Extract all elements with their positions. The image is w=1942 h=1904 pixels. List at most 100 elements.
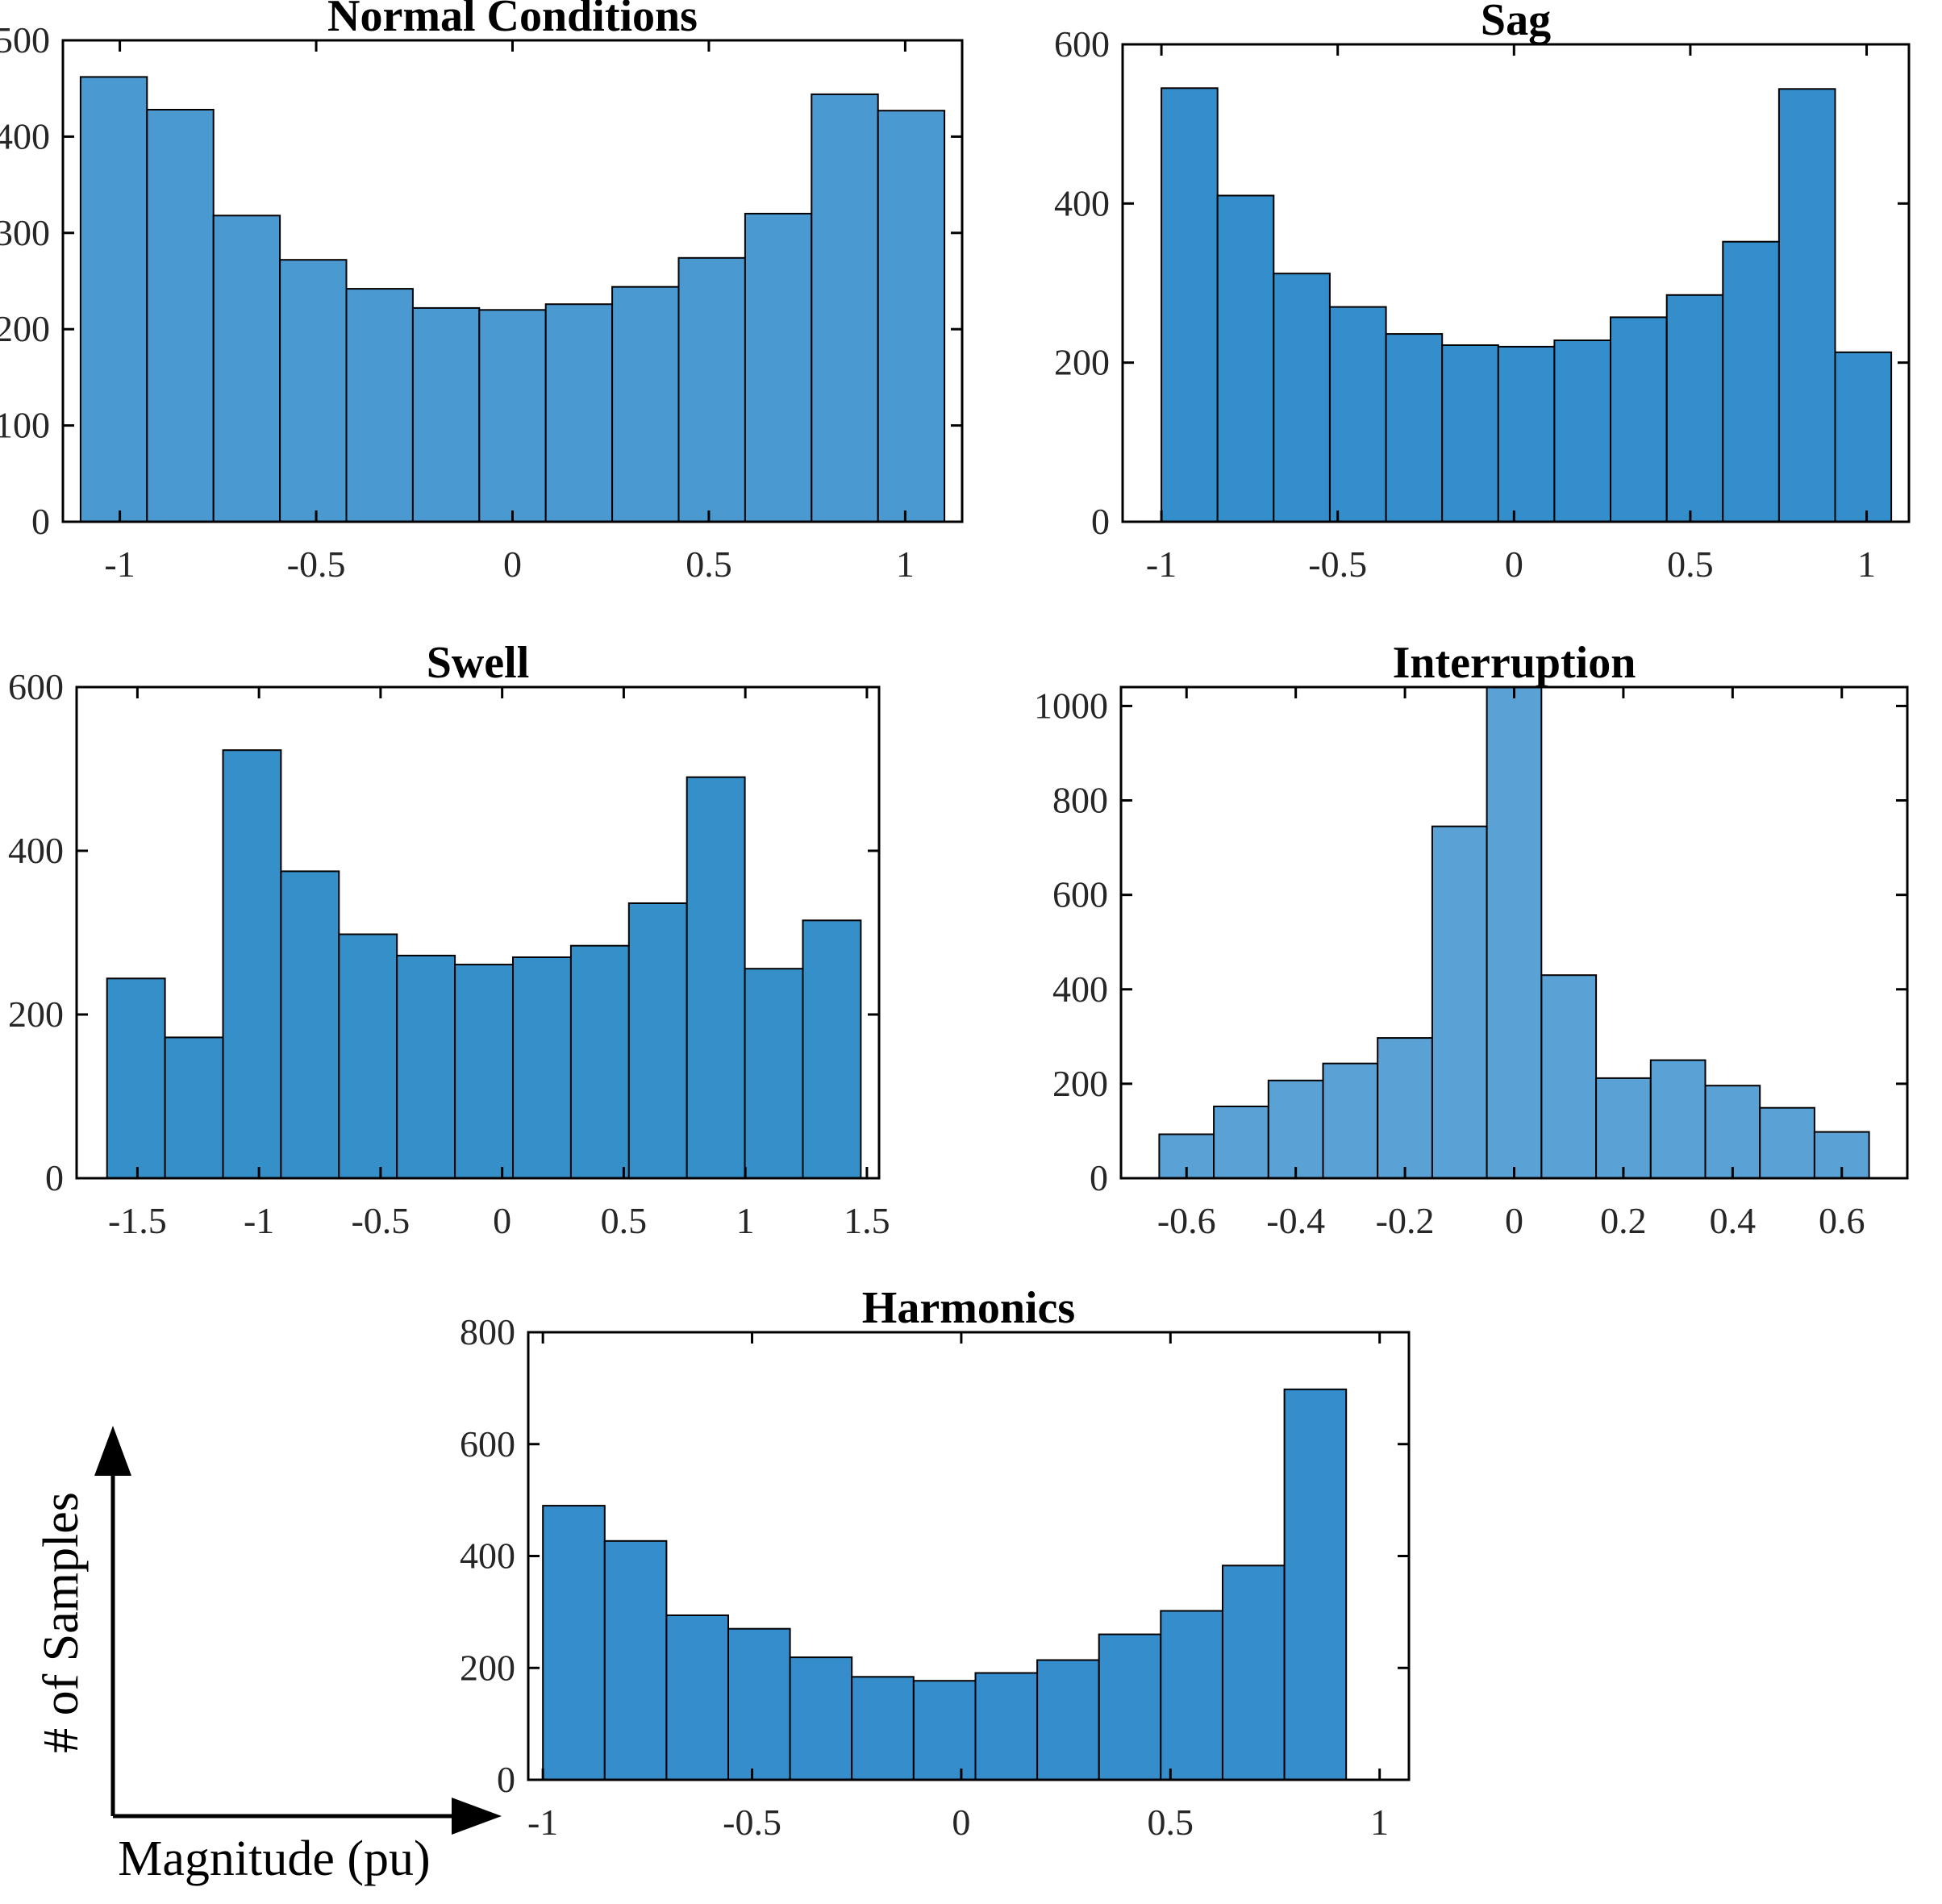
histogram-bar [1431,825,1488,1179]
x-tick-label: 0 [493,1200,511,1241]
x-tick-label: 1 [736,1200,755,1241]
histogram-bar [1610,316,1668,523]
histogram-bar [1283,1388,1348,1781]
swell-x-ticks: -1.5 -1 -0.5 0 0.5 1 1.5 [108,687,890,1241]
histogram-bar [1497,345,1556,523]
y-tick-label: 600 [1054,23,1110,65]
histogram-bar [396,954,456,1180]
histogram-bar [1098,1633,1162,1781]
y-tick-label: 400 [1052,969,1108,1010]
x-tick-label: 0.5 [1667,544,1714,585]
x-tick-label: 0 [1505,544,1523,585]
histogram-bar [1216,194,1275,523]
histogram-bar [627,902,688,1179]
y-tick-label: 600 [1052,874,1108,915]
histogram-bar [79,76,148,523]
histogram-bar [851,1676,915,1781]
histogram-bar [1722,240,1780,523]
y-tick-label: 800 [1052,780,1108,821]
histogram-bar [1665,294,1724,523]
histogram-bar [1322,1062,1379,1179]
harmonics-x-ticks: -1 -0.5 0 0.5 1 [527,1332,1389,1843]
histogram-bar [789,1656,853,1781]
axes-legend-diagram: # of Samples Magnitude (pu) [34,1426,502,1886]
x-tick-label: -0.5 [1308,544,1367,585]
x-tick-label: -1 [104,544,135,585]
histogram-bar [1834,351,1893,523]
arrowhead-right-icon [452,1798,502,1835]
histogram-bar [478,309,547,523]
x-tick-label: -0.6 [1157,1200,1216,1241]
x-tick-label: 0.2 [1600,1200,1647,1241]
x-tick-label: 0 [952,1802,970,1843]
sag-x-ticks: -1 -0.5 0 0.5 1 [1146,44,1876,585]
histogram-bar [411,306,481,523]
x-tick-label: -0.5 [723,1802,781,1843]
x-tick-label: 1 [1857,544,1876,585]
swell-y-ticks: 0 200 400 600 [8,666,879,1198]
normal-conditions-y-ticks: 0 100 200 300 400 500 [0,19,962,542]
x-tick-label: 0.5 [686,544,732,585]
histogram-bar [338,933,398,1179]
histogram-bar [1704,1085,1761,1179]
interruption-y-ticks: 0 200 400 600 800 1000 [1034,685,1907,1198]
histogram-bar [1441,344,1499,523]
y-tick-label: 0 [45,1157,64,1198]
axes-box [75,685,881,1180]
histogram-bar [279,259,348,523]
x-tick-label: -0.2 [1376,1200,1435,1241]
y-tick-label: 600 [8,666,64,707]
histogram-bar [542,1505,606,1781]
histogram-bar [1329,306,1387,523]
histogram-bar [1595,1077,1652,1180]
histogram-bar [1160,1610,1223,1781]
chart-title: Sag [1481,0,1551,45]
histogram-bar [280,870,340,1180]
histogram-bar [802,919,862,1180]
histogram-bar [222,749,282,1179]
histogram-bar [974,1672,1039,1781]
normal-conditions-x-ticks: -1 -0.5 0 0.5 1 [104,40,915,585]
x-tick-label: 0.5 [601,1200,648,1241]
y-tick-label: 0 [1090,1157,1108,1198]
y-axis-legend-label: # of Samples [34,1492,89,1753]
histogram-bar [1267,1079,1324,1180]
y-tick-label: 800 [460,1311,515,1352]
x-axis-legend-label: Magnitude (pu) [118,1831,430,1886]
chart-harmonics: -1 -0.5 0 0.5 1 0 200 400 600 800 Harmonics [460,1283,1411,1843]
harmonics-y-ticks: 0 200 400 600 800 [460,1311,1409,1800]
chart-title: Normal Conditions [327,0,698,41]
x-tick-label: -1 [1146,544,1177,585]
y-tick-label: 400 [460,1535,515,1577]
interruption-bars [1158,686,1870,1180]
histogram-bar [1486,686,1543,1179]
histogram-bar [345,288,414,523]
histogram-bar [1385,333,1444,523]
y-tick-label: 200 [460,1647,515,1688]
chart-title: Harmonics [862,1283,1075,1333]
histogram-bar [686,776,746,1179]
x-tick-label: -0.5 [351,1200,410,1241]
histogram-bar [1161,87,1219,523]
histogram-bar [1377,1037,1433,1179]
histogram-bar [454,964,514,1179]
x-tick-label: -1 [527,1802,558,1843]
histogram-bar [811,93,879,523]
harmonics-bars [542,1388,1348,1781]
y-tick-label: 400 [8,830,64,871]
histogram-bar [1777,88,1836,523]
x-tick-label: 1 [1370,1802,1389,1843]
histogram-bar [544,303,614,523]
chart-title: Swell [427,638,530,688]
chart-swell: -1.5 -1 -0.5 0 0.5 1 1.5 0 200 400 600 Swell [8,638,890,1241]
histogram-bar [877,110,946,523]
histogram-bar [1759,1106,1815,1179]
arrowhead-up-icon [94,1426,131,1476]
y-tick-label: 200 [1054,342,1110,383]
histogram-bar [912,1680,977,1781]
chart-normal-conditions: -1 -0.5 0 0.5 1 0 100 200 300 400 500 Normal Condit… [0,0,964,585]
normal-conditions-bars [79,76,946,523]
sag-y-ticks: 0 200 400 600 [1054,23,1909,542]
